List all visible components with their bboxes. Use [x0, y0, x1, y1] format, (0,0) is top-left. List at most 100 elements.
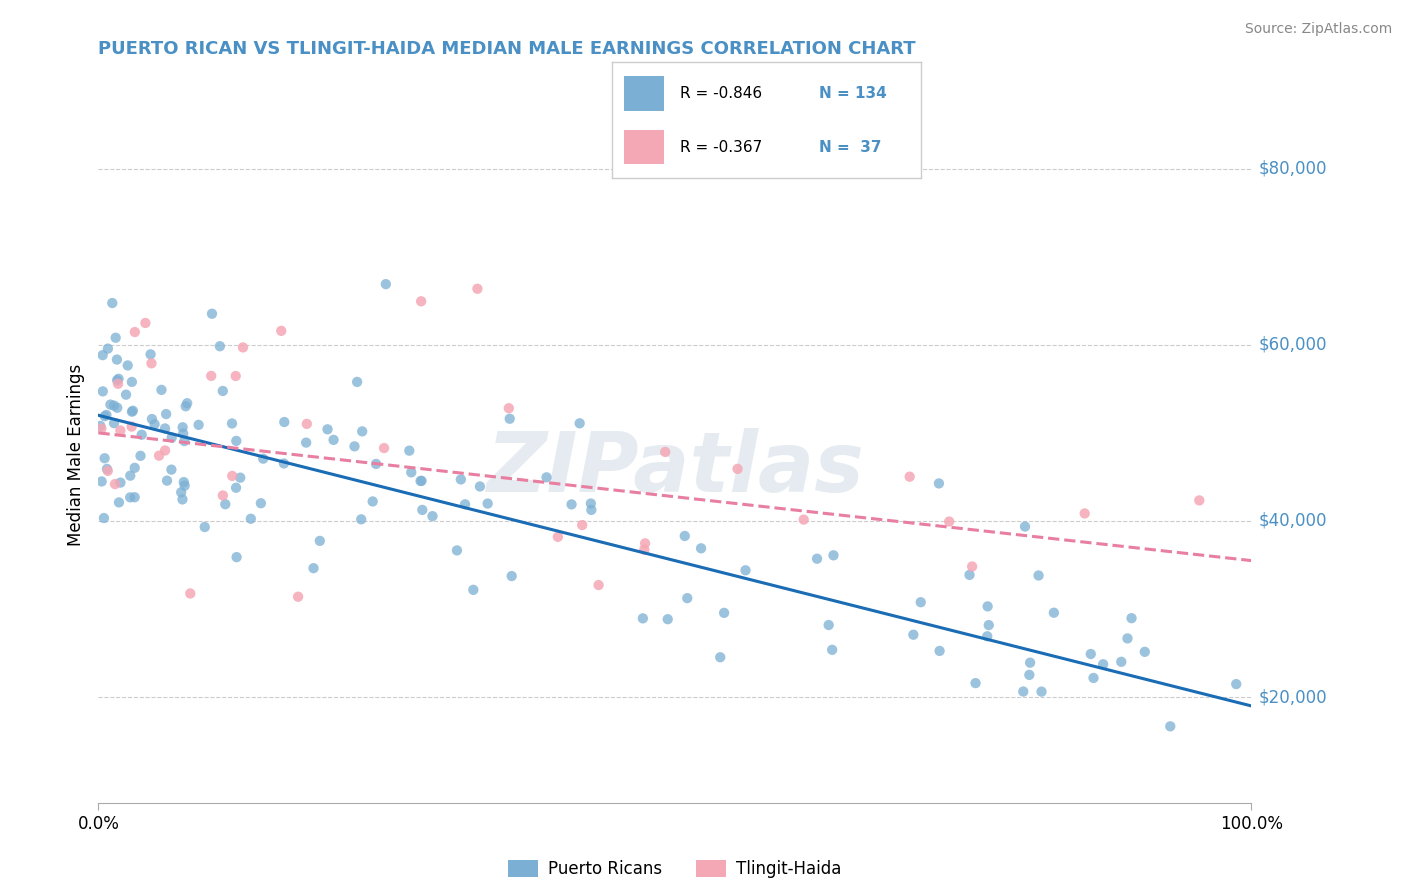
Point [212, 488, 235, 502]
Point [690, 541, 713, 556]
Point [568, 417, 591, 431]
Point [977, 618, 1000, 632]
Point [346, 375, 368, 389]
Point [108, 495, 131, 509]
Point [302, 561, 325, 575]
Point [579, 496, 602, 510]
Text: $20,000: $20,000 [1258, 688, 1327, 706]
Point [676, 591, 699, 606]
Point [960, 559, 983, 574]
Point [160, 431, 183, 445]
Point [536, 470, 558, 484]
Text: N =  37: N = 37 [818, 139, 882, 154]
Point [141, 412, 163, 426]
Point [121, 419, 143, 434]
Point [173, 434, 195, 448]
Point [124, 325, 146, 339]
Point [153, 443, 176, 458]
Text: $60,000: $60,000 [1258, 335, 1327, 354]
Point [101, 296, 124, 310]
Point [252, 451, 274, 466]
Point [499, 411, 522, 425]
Point [172, 426, 194, 441]
Point [374, 277, 396, 292]
Point [150, 383, 173, 397]
Text: Source: ZipAtlas.com: Source: ZipAtlas.com [1244, 22, 1392, 37]
Point [1073, 507, 1095, 521]
Point [446, 543, 468, 558]
Point [1012, 684, 1035, 698]
Point [179, 586, 201, 600]
Point [1225, 677, 1247, 691]
Point [295, 417, 318, 431]
Point [110, 424, 132, 438]
Point [96, 408, 118, 422]
Point [793, 513, 815, 527]
Point [121, 405, 143, 419]
Point [96, 462, 118, 476]
Point [91, 348, 114, 362]
Point [176, 396, 198, 410]
Point [104, 331, 127, 345]
Point [581, 503, 603, 517]
Point [124, 460, 146, 475]
Y-axis label: Median Male Earnings: Median Male Earnings [66, 364, 84, 546]
Point [823, 549, 845, 563]
Point [727, 462, 749, 476]
Point [817, 618, 839, 632]
Legend: Puerto Ricans, Tlingit-Haida: Puerto Ricans, Tlingit-Haida [502, 854, 848, 885]
Point [124, 490, 146, 504]
Point [350, 512, 373, 526]
Point [121, 375, 143, 389]
Point [105, 352, 128, 367]
Point [100, 398, 122, 412]
Point [105, 401, 128, 415]
Point [97, 342, 120, 356]
Point [316, 422, 339, 436]
Point [373, 441, 395, 455]
Point [965, 676, 987, 690]
Point [155, 407, 177, 421]
Text: R = -0.367: R = -0.367 [679, 139, 762, 154]
Point [1014, 519, 1036, 533]
Point [172, 492, 194, 507]
Point [91, 384, 114, 399]
Point [194, 520, 217, 534]
Point [361, 494, 384, 508]
Point [411, 474, 433, 488]
Point [120, 468, 142, 483]
Point [454, 497, 477, 511]
Point [1018, 668, 1040, 682]
Point [959, 567, 981, 582]
Point [1116, 632, 1139, 646]
Point [156, 474, 179, 488]
Point [89, 419, 111, 434]
Point [287, 590, 309, 604]
FancyBboxPatch shape [624, 77, 664, 112]
Point [93, 451, 115, 466]
Point [409, 474, 432, 488]
Point [270, 324, 292, 338]
Point [117, 359, 139, 373]
Point [94, 409, 117, 424]
Point [322, 433, 344, 447]
Point [398, 443, 420, 458]
Point [411, 503, 433, 517]
Point [115, 387, 138, 401]
Point [498, 401, 520, 416]
Point [110, 475, 132, 490]
Text: PUERTO RICAN VS TLINGIT-HAIDA MEDIAN MALE EARNINGS CORRELATION CHART: PUERTO RICAN VS TLINGIT-HAIDA MEDIAN MAL… [98, 40, 917, 58]
Point [172, 420, 194, 434]
Point [561, 497, 583, 511]
Point [93, 511, 115, 525]
Point [501, 569, 523, 583]
Point [173, 478, 195, 492]
Text: $40,000: $40,000 [1258, 512, 1327, 530]
Point [1111, 655, 1133, 669]
Point [634, 536, 657, 550]
Point [467, 282, 489, 296]
Point [928, 476, 950, 491]
Point [910, 595, 932, 609]
Point [139, 347, 162, 361]
Point [411, 294, 433, 309]
